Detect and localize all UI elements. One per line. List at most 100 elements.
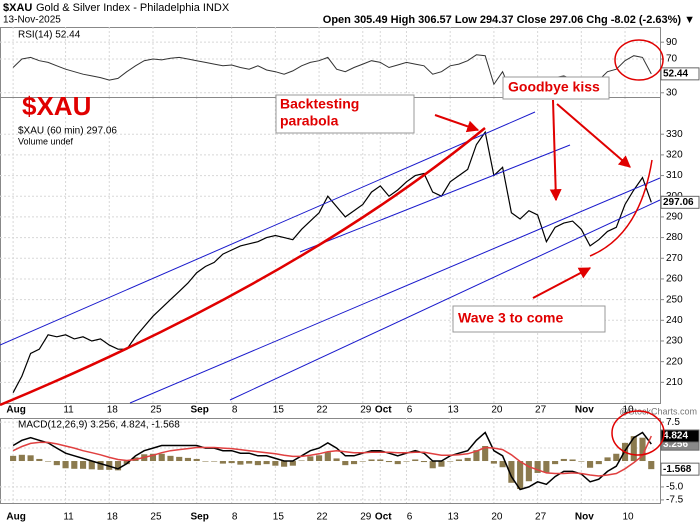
histogram-bar [114,461,122,471]
value-label: 52.44 [663,68,688,79]
legend-entry: $XAU (60 min) 297.06 [18,126,117,137]
histogram-bar [350,461,358,465]
histogram-bar [394,461,401,465]
histogram-bar [368,459,375,462]
y-tick-label: 30 [666,87,678,98]
histogram-bar [385,461,393,463]
histogram-bar [184,457,192,462]
value-label: 4.824 [663,431,688,442]
histogram-bar [79,461,87,469]
x-tick-label: 10 [622,512,634,523]
x-tick-label: Aug [6,512,25,523]
histogram-bar [420,461,428,463]
x-tick-label: 27 [535,512,547,523]
histogram-bar [193,458,200,462]
x-tick-label: 6 [407,512,413,523]
histogram-bar [254,461,261,466]
x-tick-label: Sep [191,405,209,416]
x-tick-label: 8 [232,405,238,416]
annotation-box [452,305,606,333]
x-tick-label: Aug [6,405,25,416]
histogram-bar [281,461,288,467]
histogram-bar [53,461,60,466]
x-tick-label: 10 [622,405,634,416]
x-tick-label: 22 [317,405,329,416]
histogram-bar [246,461,253,464]
arrow [532,267,592,299]
histogram-bar [517,461,524,490]
histogram-bar [359,461,366,462]
y-tick-label: 260 [666,274,683,285]
x-tick-label: Sep [191,512,209,523]
line [12,431,652,491]
arrow [549,99,562,202]
panel [0,97,661,404]
annotation: Backtesting [280,96,359,112]
histogram-bar [595,461,602,465]
y-tick-label: 270 [666,253,683,264]
histogram-bar [482,445,489,462]
value-label: -1.568 [663,464,692,475]
histogram-bar [648,461,655,470]
histogram-bar [578,461,585,462]
annotation-box [275,94,415,134]
histogram-bar [447,461,454,462]
parabola [0,127,486,407]
x-tick-label: 11 [63,512,74,523]
histogram-bar [604,457,611,462]
histogram-bar [298,460,305,462]
parabola [589,159,653,257]
histogram-bar [62,461,69,469]
x-tick-label: 15 [273,512,285,523]
histogram-bar [552,461,559,465]
histogram-bar [403,461,410,462]
y-tick-label: 70 [666,54,678,65]
histogram-bar [176,456,183,462]
annotation: Wave 3 to come [458,310,564,326]
channel-line [129,177,661,404]
circle [611,410,665,456]
value-label: 297.06 [663,197,694,208]
value-box [660,462,700,476]
quote: Open 305.49 High 306.57 Low 294.37 Close… [323,14,695,26]
x-tick-label: 15 [273,405,285,416]
channel-line [299,144,571,253]
x-tick-label: 18 [107,512,119,523]
histogram-bar [289,461,296,466]
histogram-bar [237,461,244,465]
y-tick-label: 240 [666,315,683,326]
x-tick-label: 25 [150,405,162,416]
histogram-bar [18,454,25,462]
x-tick-label: 27 [535,405,547,416]
y-tick-label: -7.5 [666,495,684,506]
x-tick-label: 25 [150,512,162,523]
histogram-bar [499,461,506,468]
histogram-bar [438,461,445,467]
histogram-bar [158,453,165,462]
histogram-bar [560,458,567,462]
histogram-bar [534,461,541,473]
channel-line [229,199,661,401]
histogram-bar [473,450,480,462]
x-tick-label: Oct [375,512,392,523]
histogram-bar [412,459,419,462]
legend-entry: RSI(14) 52.44 [18,30,81,41]
value-box [660,195,700,209]
arrow [434,114,480,133]
y-tick-label: 90 [666,37,678,48]
x-tick-label: 20 [491,512,503,523]
histogram-bar [508,461,515,483]
histogram-bar [71,461,78,469]
watermark: @StockCharts.com [619,406,697,416]
histogram-bar [10,455,17,462]
annotation: $XAU [22,91,91,121]
y-tick-label: 320 [666,150,683,161]
overlay [0,39,665,456]
histogram-bar [639,437,646,462]
y-tick-label: 230 [666,336,683,347]
legend-entry: MACD(12,26,9) 3.256, 4.824, -1.568 [18,420,180,431]
symbol: $XAU [3,2,32,14]
x-tick-label: 6 [407,405,413,416]
x-tick-label: 11 [63,405,74,416]
annotation: parabola [280,113,339,129]
